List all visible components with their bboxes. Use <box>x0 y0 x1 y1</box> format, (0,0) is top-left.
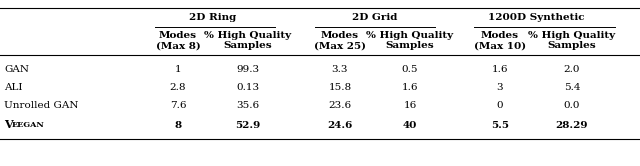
Text: EEGAN: EEGAN <box>12 121 45 129</box>
Text: (Max 25): (Max 25) <box>314 42 366 50</box>
Text: V: V <box>4 120 13 130</box>
Text: 0.13: 0.13 <box>236 83 260 91</box>
Text: (Max 8): (Max 8) <box>156 42 200 50</box>
Text: Unrolled GAN: Unrolled GAN <box>4 100 79 110</box>
Text: 52.9: 52.9 <box>236 121 260 129</box>
Text: 5.5: 5.5 <box>491 121 509 129</box>
Text: 35.6: 35.6 <box>236 100 260 110</box>
Text: 0.5: 0.5 <box>402 65 419 74</box>
Text: % High Quality: % High Quality <box>367 32 454 41</box>
Text: 40: 40 <box>403 121 417 129</box>
Text: ALI: ALI <box>4 83 22 91</box>
Text: Samples: Samples <box>548 42 596 50</box>
Text: 2.0: 2.0 <box>564 65 580 74</box>
Text: 2D Grid: 2D Grid <box>352 13 397 23</box>
Text: 2D Ring: 2D Ring <box>189 13 237 23</box>
Text: Samples: Samples <box>386 42 435 50</box>
Text: 99.3: 99.3 <box>236 65 260 74</box>
Text: % High Quality: % High Quality <box>529 32 616 41</box>
Text: 28.29: 28.29 <box>556 121 588 129</box>
Text: 24.6: 24.6 <box>327 121 353 129</box>
Text: 15.8: 15.8 <box>328 83 351 91</box>
Text: 2.8: 2.8 <box>170 83 186 91</box>
Text: 23.6: 23.6 <box>328 100 351 110</box>
Text: 1200D Synthetic: 1200D Synthetic <box>488 13 584 23</box>
Text: Modes: Modes <box>159 32 197 41</box>
Text: GAN: GAN <box>4 65 29 74</box>
Text: 3: 3 <box>497 83 503 91</box>
Text: 5.4: 5.4 <box>564 83 580 91</box>
Text: 8: 8 <box>175 121 182 129</box>
Text: Modes: Modes <box>321 32 359 41</box>
Text: 7.6: 7.6 <box>170 100 186 110</box>
Text: 1: 1 <box>175 65 181 74</box>
Text: Modes: Modes <box>481 32 519 41</box>
Text: Samples: Samples <box>224 42 272 50</box>
Text: % High Quality: % High Quality <box>204 32 292 41</box>
Text: 3.3: 3.3 <box>332 65 348 74</box>
Text: 0: 0 <box>497 100 503 110</box>
Text: 1.6: 1.6 <box>492 65 508 74</box>
Text: 16: 16 <box>403 100 417 110</box>
Text: 1.6: 1.6 <box>402 83 419 91</box>
Text: 0.0: 0.0 <box>564 100 580 110</box>
Text: (Max 10): (Max 10) <box>474 42 526 50</box>
